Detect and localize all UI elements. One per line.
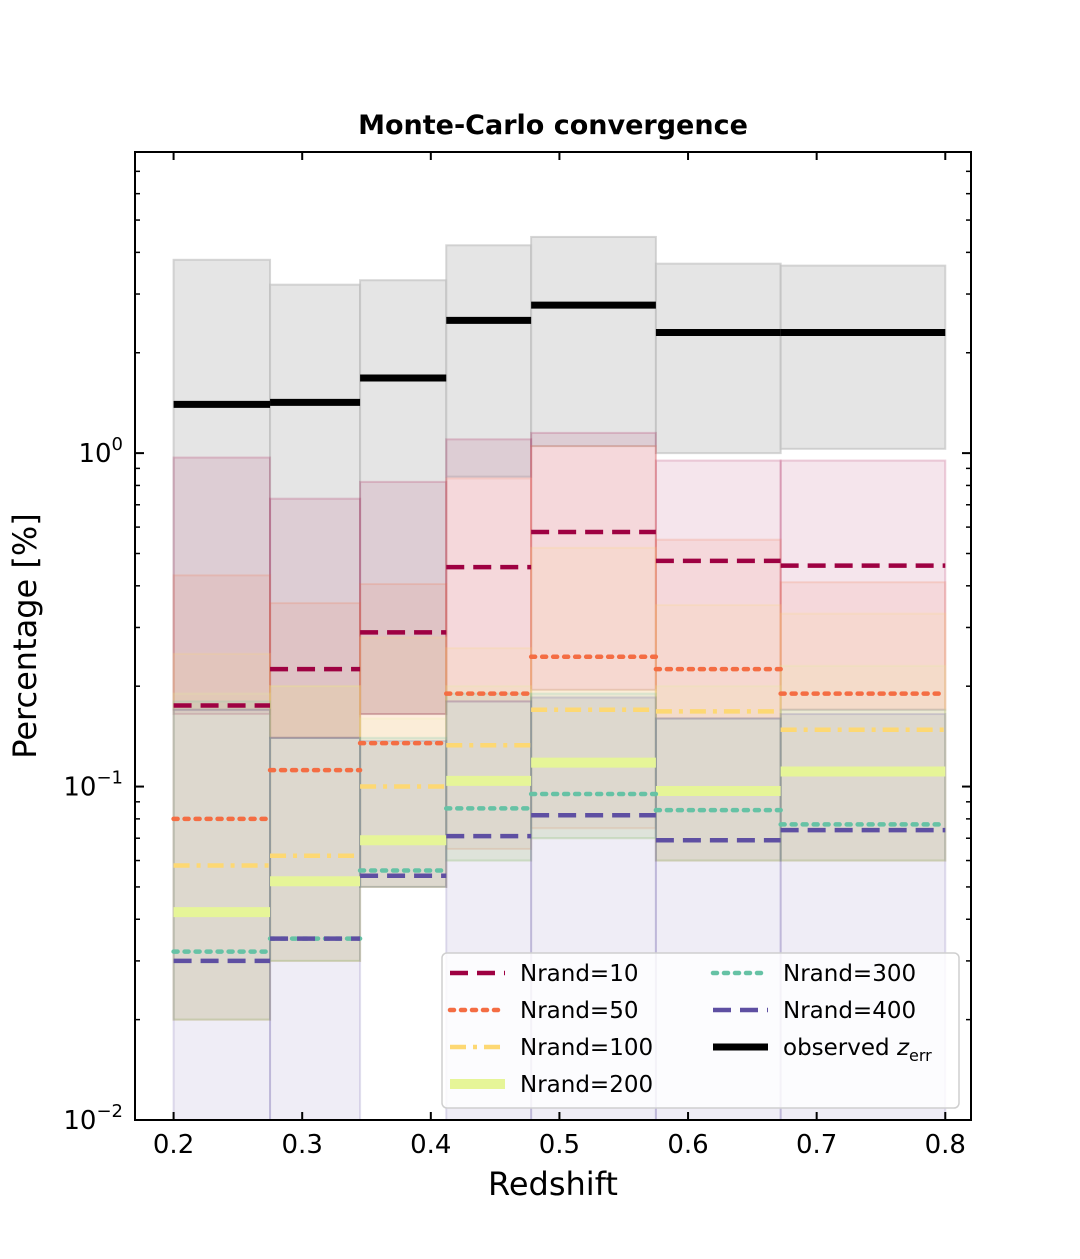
x-tick-label: 0.7: [796, 1130, 837, 1160]
observed-band-1: [269, 283, 362, 739]
y-tick-label: 10−2: [63, 1101, 123, 1136]
band-nrand-100-6: [779, 612, 947, 862]
axes-frame: [134, 151, 972, 1121]
legend-label: Nrand=200: [520, 1072, 653, 1098]
band-nrand-400-2: [359, 739, 448, 888]
band-nrand-200-3: [445, 685, 533, 862]
legend: Nrand=10 Nrand=50 Nrand=100 Nrand=200 Nrand=…: [441, 952, 960, 1109]
legend-label: Nrand=50: [520, 998, 638, 1024]
x-tick-label: 0.3: [282, 1130, 323, 1160]
x-tick-label: 0.2: [153, 1130, 194, 1160]
band-nrand-10-2: [359, 480, 448, 716]
band-nrand-200-0: [172, 692, 272, 1021]
y-axis-label: Percentage [%]: [6, 513, 44, 759]
x-tick-label: 0.4: [410, 1130, 451, 1160]
observed-band-0: [172, 258, 272, 711]
y-tick-label: 100: [78, 434, 123, 469]
band-nrand-10-1: [269, 497, 362, 739]
band-nrand-10-4: [530, 431, 657, 691]
legend-label: observed zerr: [783, 1035, 932, 1065]
band-nrand-10-0: [172, 456, 272, 716]
band-nrand-10-5: [654, 459, 782, 720]
band-nrand-50-6: [779, 581, 947, 862]
band-nrand-100-3: [445, 647, 533, 862]
band-nrand-50-0: [172, 574, 272, 1021]
band-nrand-10-6: [779, 459, 947, 711]
observed-band-6: [779, 264, 947, 450]
axes: 0.2 0.3 0.4 0.5 0.6 0.7 0.8 100 10−1 10−2: [63, 151, 972, 1160]
x-axis-label: Redshift: [488, 1165, 618, 1203]
band-nrand-50-1: [269, 602, 362, 962]
band-nrand-300-0: [172, 700, 272, 1021]
legend-label: Nrand=10: [520, 961, 638, 987]
x-tick-label: 0.6: [667, 1130, 708, 1160]
observed-band-2: [359, 279, 448, 716]
plot-area: [171, 235, 948, 1122]
band-nrand-400-1: [269, 736, 362, 1122]
band-nrand-50-5: [654, 538, 782, 862]
band-nrand-300-1: [269, 736, 362, 962]
legend-label: Nrand=400: [783, 998, 916, 1024]
band-nrand-100-5: [654, 604, 782, 862]
legend-box: [441, 952, 960, 1109]
observed-band-5: [654, 262, 782, 455]
band-nrand-300-2: [359, 736, 448, 888]
band-nrand-100-1: [269, 685, 362, 962]
band-nrand-50-3: [445, 477, 533, 850]
observed-band-4: [530, 235, 657, 448]
band-nrand-10-3: [445, 438, 533, 703]
y-tick-label: 10−1: [63, 768, 123, 803]
chart-title: Monte-Carlo convergence: [358, 110, 748, 141]
x-tick-label: 0.8: [925, 1130, 966, 1160]
band-nrand-200-2: [359, 717, 448, 888]
x-tick-label: 0.5: [539, 1130, 580, 1160]
legend-label: Nrand=100: [520, 1035, 653, 1061]
band-nrand-100-4: [530, 546, 657, 840]
legend-label: Nrand=300: [783, 961, 916, 987]
band-nrand-300-6: [779, 708, 947, 862]
band-nrand-100-2: [359, 636, 448, 888]
band-nrand-200-1: [269, 685, 362, 962]
band-nrand-200-5: [654, 685, 782, 862]
observed-band-3: [445, 244, 533, 478]
